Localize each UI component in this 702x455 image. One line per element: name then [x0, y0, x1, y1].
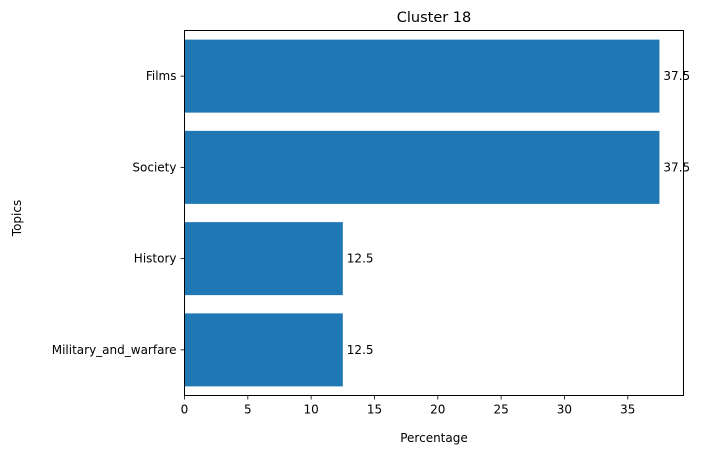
bar-society [184, 130, 660, 204]
y-tick-label: Films [146, 69, 177, 83]
bar-history [184, 222, 343, 296]
bar-military-and-warfare [184, 313, 343, 387]
plot-frame [184, 30, 684, 396]
y-axis-ticks: Films Society History Military_and_warfare [52, 69, 185, 357]
y-tick-label: Military_and_warfare [52, 343, 177, 357]
x-tick-label: 5 [244, 403, 252, 417]
x-tick-label: 35 [620, 403, 635, 417]
x-tick-label: 25 [493, 403, 508, 417]
x-tick-label: 30 [557, 403, 572, 417]
bars-group: 37.5 37.5 12.5 12.5 [184, 39, 690, 387]
x-axis-ticks: 0 5 10 15 20 25 30 35 [181, 395, 635, 417]
data-label: 37.5 [663, 69, 690, 83]
x-tick-label: 15 [367, 403, 382, 417]
x-axis-label: Percentage [400, 431, 468, 445]
y-axis-label: Topics [10, 200, 24, 237]
chart-title: Cluster 18 [397, 10, 472, 26]
x-tick-label: 0 [181, 403, 189, 417]
data-label: 12.5 [347, 343, 374, 357]
x-tick-label: 20 [430, 403, 445, 417]
bar-films [184, 39, 660, 113]
y-tick-label: History [134, 252, 177, 266]
x-tick-label: 10 [304, 403, 319, 417]
data-label: 12.5 [347, 252, 374, 266]
data-label: 37.5 [663, 160, 690, 174]
y-tick-label: Society [132, 160, 176, 174]
